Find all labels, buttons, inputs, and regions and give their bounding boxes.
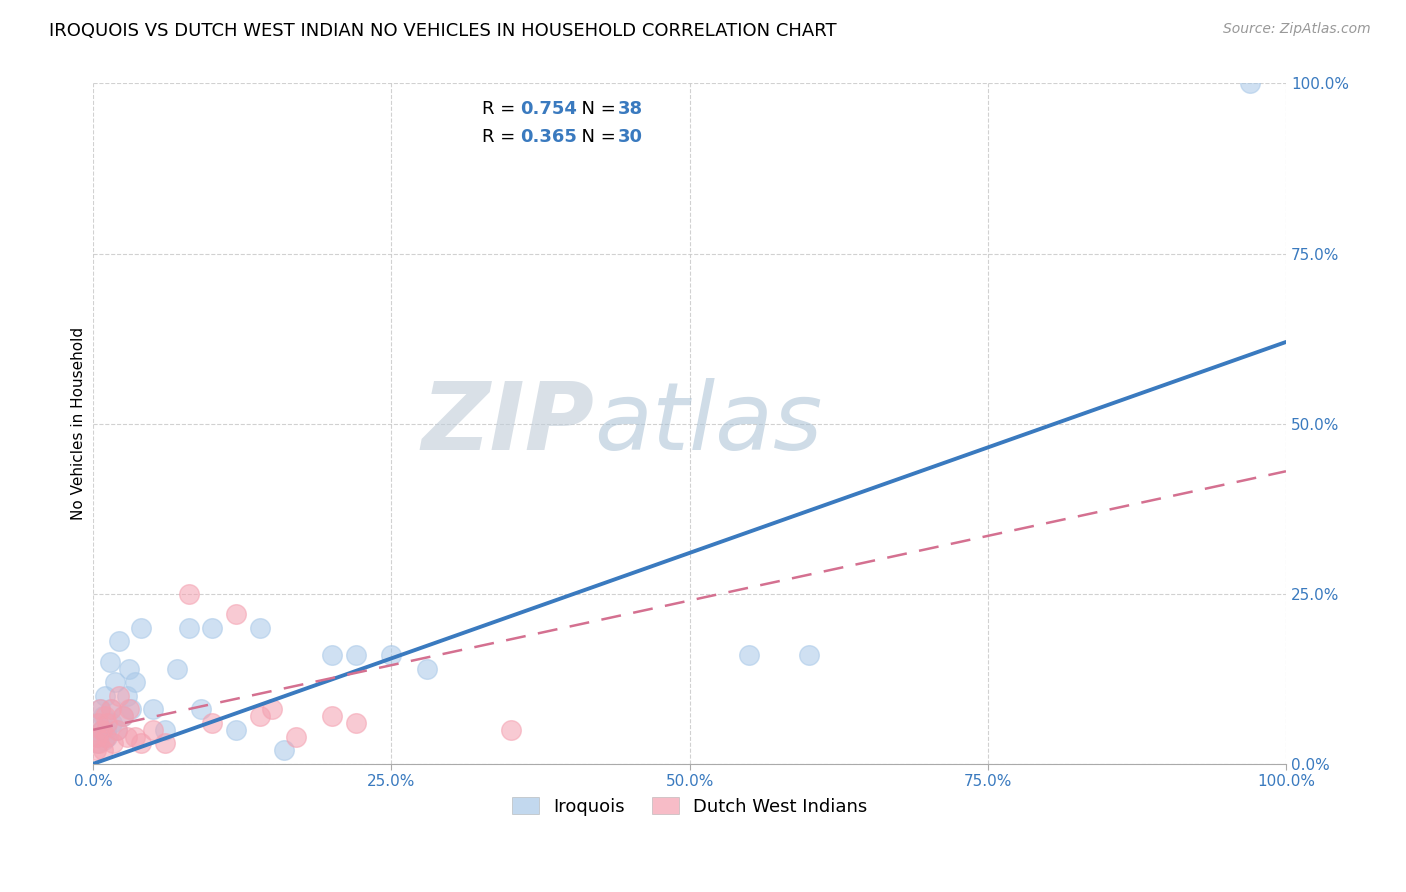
Point: [499, 723, 522, 737]
Text: 0.365: 0.365: [520, 128, 576, 145]
Point: [87, 716, 110, 731]
Point: [96, 730, 118, 744]
Point: [96, 716, 118, 731]
Point: [111, 709, 134, 723]
Point: [201, 621, 224, 635]
Point: [738, 648, 761, 662]
Point: [98, 655, 121, 669]
Text: 0.754: 0.754: [520, 101, 576, 119]
Point: [225, 723, 247, 737]
Point: [118, 702, 141, 716]
Point: [104, 675, 127, 690]
Point: [108, 634, 131, 648]
Legend: Iroquois, Dutch West Indians: Iroquois, Dutch West Indians: [505, 789, 875, 822]
Point: [84, 743, 107, 757]
Point: [111, 709, 134, 723]
Point: [1239, 77, 1261, 91]
Point: [105, 723, 128, 737]
Point: [225, 607, 247, 621]
Point: [115, 689, 138, 703]
Point: [153, 736, 176, 750]
Text: N =: N =: [571, 128, 621, 145]
Point: [89, 702, 111, 716]
Point: [89, 730, 111, 744]
Point: [273, 743, 295, 757]
Point: [94, 709, 117, 723]
Point: [100, 702, 122, 716]
Point: [105, 723, 128, 737]
Point: [115, 730, 138, 744]
Point: [89, 702, 111, 716]
Point: [91, 743, 114, 757]
Point: [96, 723, 118, 737]
Point: [201, 716, 224, 731]
Point: [129, 736, 152, 750]
Point: [344, 716, 367, 731]
Point: [90, 723, 112, 737]
Text: 38: 38: [619, 101, 643, 119]
Point: [321, 648, 343, 662]
Y-axis label: No Vehicles in Household: No Vehicles in Household: [72, 327, 86, 520]
Point: [86, 736, 108, 750]
Text: 30: 30: [619, 128, 643, 145]
Point: [86, 730, 108, 744]
Point: [797, 648, 820, 662]
Text: Source: ZipAtlas.com: Source: ZipAtlas.com: [1223, 22, 1371, 37]
Text: R =: R =: [482, 128, 522, 145]
Point: [129, 621, 152, 635]
Point: [166, 662, 188, 676]
Point: [93, 733, 115, 747]
Text: R =: R =: [482, 101, 522, 119]
Point: [416, 662, 439, 676]
Point: [108, 689, 131, 703]
Point: [177, 587, 200, 601]
Point: [87, 716, 110, 731]
Point: [344, 648, 367, 662]
Text: N =: N =: [571, 101, 621, 119]
Point: [142, 702, 165, 716]
Point: [101, 716, 124, 731]
Point: [103, 736, 125, 750]
Point: [96, 730, 118, 744]
Point: [262, 702, 284, 716]
Point: [94, 689, 117, 703]
Point: [321, 709, 343, 723]
Point: [153, 723, 176, 737]
Point: [249, 621, 271, 635]
Point: [284, 730, 307, 744]
Point: [142, 723, 165, 737]
Text: IROQUOIS VS DUTCH WEST INDIAN NO VEHICLES IN HOUSEHOLD CORRELATION CHART: IROQUOIS VS DUTCH WEST INDIAN NO VEHICLE…: [49, 22, 837, 40]
Point: [90, 723, 112, 737]
Point: [249, 709, 271, 723]
Point: [124, 730, 146, 744]
Point: [91, 709, 114, 723]
Point: [177, 621, 200, 635]
Point: [190, 702, 212, 716]
Text: atlas: atlas: [595, 378, 823, 469]
Point: [380, 648, 402, 662]
Point: [124, 675, 146, 690]
Point: [120, 702, 142, 716]
Point: [100, 702, 122, 716]
Point: [89, 736, 111, 750]
Text: ZIP: ZIP: [422, 377, 595, 469]
Point: [118, 662, 141, 676]
